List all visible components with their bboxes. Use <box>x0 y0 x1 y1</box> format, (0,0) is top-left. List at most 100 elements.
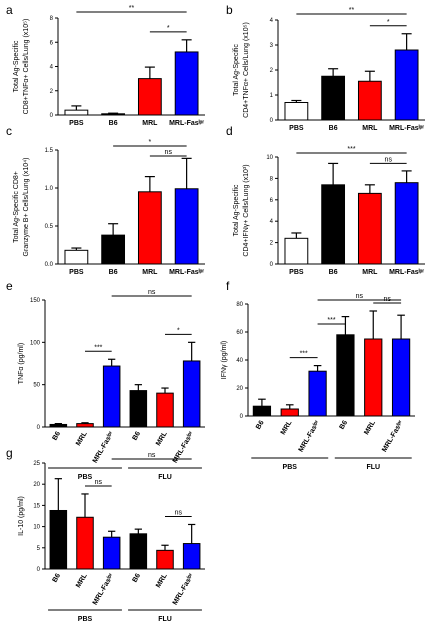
bar-d-2 <box>357 192 382 265</box>
bar-f-3 <box>336 334 355 417</box>
category-label: MRL-Fasˡᵖʳ <box>92 572 116 606</box>
y-tick-label: 6 <box>270 198 274 204</box>
category-label: MRL-Fasˡᵖʳ <box>169 269 204 276</box>
y-tick-label: 2 <box>270 241 274 247</box>
y-tick-label: 1.0 <box>45 186 54 192</box>
y-tick-label: 60 <box>236 330 243 336</box>
y-axis-label: Total Ag-Specific <box>233 184 240 236</box>
group-label: PBS <box>78 474 93 481</box>
bar-a-0 <box>64 109 89 116</box>
category-label: B6 <box>132 572 143 583</box>
category-label: MRL <box>75 430 89 447</box>
y-tick-label: 150 <box>30 298 41 304</box>
panel-b: b 0 1 2 3 4 Total Ag-Specific CD4+TNFα+ Cells/L… <box>226 3 425 132</box>
y-tick-label: 80 <box>236 302 243 308</box>
y-axis-label: Total Ag-Specific <box>13 40 20 92</box>
bar-c-1 <box>101 234 126 265</box>
group-label: FLU <box>158 616 172 623</box>
y-tick-label: 0.0 <box>45 262 54 268</box>
y-tick-label: 0 <box>270 118 274 124</box>
y-tick-label: 25 <box>33 461 40 467</box>
category-label: B6 <box>52 572 63 583</box>
category-label: B6 <box>255 419 266 430</box>
significance-label: ns <box>95 479 103 486</box>
y-axis-label: CD4+TNFα+ Cells/Lung (x10⁵) <box>243 22 250 118</box>
category-label: MRL <box>280 419 294 436</box>
y-axis-label: TNFα (pg/ml) <box>18 343 25 384</box>
bar-f-1 <box>280 408 299 417</box>
category-label: B6 <box>109 120 118 127</box>
bar-d-1 <box>321 184 346 265</box>
group-label: PBS <box>78 616 93 623</box>
y-axis-label: Granzyme B+ Cells/Lung (x10⁴) <box>23 158 30 257</box>
bar-e-2 <box>102 365 121 428</box>
y-tick-label: 5 <box>37 546 41 552</box>
category-label: MRL <box>363 419 377 436</box>
y-tick-label: 20 <box>33 482 40 488</box>
category-label: B6 <box>132 430 143 441</box>
category-label: B6 <box>339 419 350 430</box>
y-tick-label: 4 <box>270 219 274 225</box>
bar-e-1 <box>76 423 94 428</box>
significance-label: * <box>177 327 180 334</box>
category-label: B6 <box>329 125 338 132</box>
panel-d: d 0 2 4 6 8 10 Total Ag-Specific CD4+IFNγ+ Cells… <box>226 124 425 276</box>
category-label: MRL <box>142 269 158 276</box>
y-tick-label: 50 <box>33 383 40 389</box>
bar-g-4 <box>156 549 174 570</box>
category-label: MRL <box>362 269 378 276</box>
panel-letter: d <box>226 124 233 138</box>
significance-label: ns <box>385 156 393 163</box>
bar-e-4 <box>156 392 174 428</box>
panel-letter: b <box>226 3 233 17</box>
bar-b-3 <box>394 49 419 121</box>
bar-f-4 <box>364 338 383 417</box>
bar-a-2 <box>137 78 162 116</box>
bar-a-1 <box>101 113 126 116</box>
significance-label: * <box>149 139 152 146</box>
y-tick-label: 1.5 <box>45 148 54 154</box>
bar-b-2 <box>357 80 382 121</box>
category-label: B6 <box>329 269 338 276</box>
bar-c-3 <box>174 188 199 265</box>
group-label: PBS <box>283 464 298 471</box>
category-label: PBS <box>289 125 304 132</box>
panel-f: f 0 20 40 60 80 IFNγ (pg/ml) B6 MRL MRL-Fasˡᵖʳ B6 M… <box>221 279 415 471</box>
bar-e-5 <box>182 360 201 428</box>
category-label: MRL <box>155 430 169 447</box>
y-tick-label: 3 <box>270 43 274 49</box>
significance-label: * <box>387 19 390 26</box>
y-tick-label: 2 <box>270 68 274 74</box>
category-label: MRL <box>362 125 378 132</box>
y-tick-label: 4 <box>50 65 54 71</box>
bar-e-3 <box>129 390 148 428</box>
y-axis-label: CD4+IFNγ+ Cells/Lung (x10³) <box>243 164 250 256</box>
significance-label: ns <box>148 452 156 459</box>
y-tick-label: 4 <box>270 18 274 24</box>
bar-g-3 <box>129 533 148 570</box>
panel-letter: f <box>226 279 230 293</box>
bar-g-2 <box>102 536 121 570</box>
significance-label: ns <box>165 149 173 156</box>
y-tick-label: 0 <box>37 567 41 573</box>
panel-letter: a <box>6 3 13 17</box>
bar-e-0 <box>49 423 68 428</box>
bar-f-2 <box>308 370 327 417</box>
y-tick-label: 0 <box>270 262 274 268</box>
category-label: PBS <box>289 269 304 276</box>
significance-label: ns <box>356 293 364 300</box>
significance-label: *** <box>347 146 355 153</box>
bar-c-2 <box>137 191 162 265</box>
bar-g-5 <box>182 543 201 570</box>
category-label: MRL-Fasˡᵖʳ <box>381 419 405 453</box>
category-label: MRL-Fasˡᵖʳ <box>389 125 424 132</box>
y-tick-label: 10 <box>266 155 273 161</box>
y-tick-label: 6 <box>50 40 54 46</box>
category-label: MRL-Fasˡᵖʳ <box>298 419 322 453</box>
panel-a: a 0 2 4 6 8 Total Ag-Specific CD8+TNFα+ Cells/L… <box>6 3 205 127</box>
category-label: MRL-Fasˡᵖʳ <box>389 269 424 276</box>
bar-b-0 <box>284 102 309 121</box>
significance-label: *** <box>327 317 335 324</box>
